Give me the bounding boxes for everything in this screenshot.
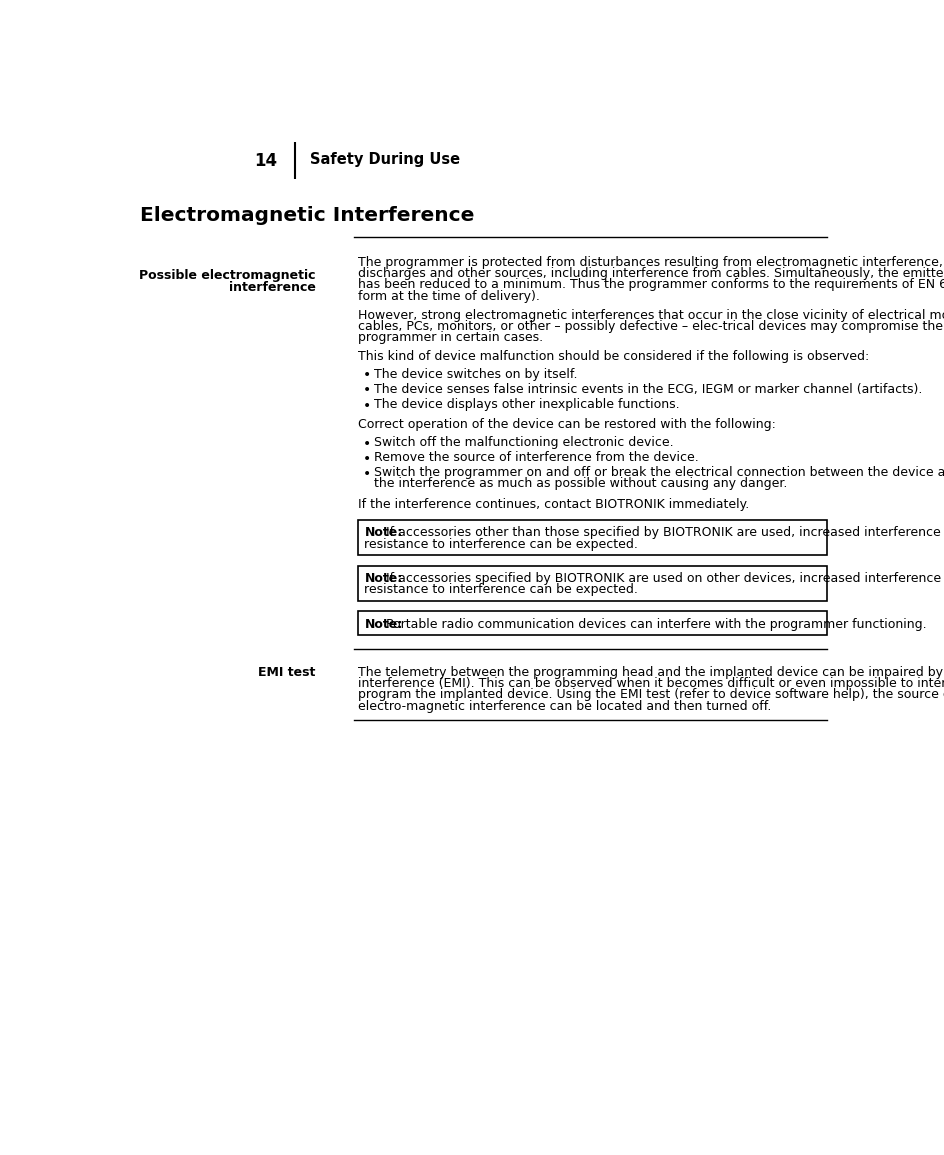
Text: 14: 14 (254, 152, 277, 171)
Text: Note:: Note: (364, 527, 403, 539)
Text: Possible electromagnetic: Possible electromagnetic (139, 269, 315, 283)
Text: •: • (362, 383, 371, 397)
Text: If accessories specified by BIOTRONIK are used on other devices, increased inter: If accessories specified by BIOTRONIK ar… (385, 572, 944, 584)
Text: cables, PCs, monitors, or other – possibly defective – elec-trical devices may c: cables, PCs, monitors, or other – possib… (359, 320, 944, 333)
FancyBboxPatch shape (359, 520, 827, 554)
Text: If the interference continues, contact BIOTRONIK immediately.: If the interference continues, contact B… (359, 498, 750, 511)
Text: •: • (362, 368, 371, 382)
Text: Note:: Note: (364, 572, 403, 584)
Text: interference: interference (228, 281, 315, 293)
Text: Correct operation of the device can be restored with the following:: Correct operation of the device can be r… (359, 418, 776, 432)
Text: Remove the source of interference from the device.: Remove the source of interference from t… (374, 450, 699, 464)
Text: Safety During Use: Safety During Use (311, 152, 461, 167)
Text: •: • (362, 452, 371, 465)
Text: program the implanted device. Using the EMI test (refer to device software help): program the implanted device. Using the … (359, 688, 944, 701)
Text: discharges and other sources, including interference from cables. Simultaneously: discharges and other sources, including … (359, 267, 944, 280)
Text: EMI test: EMI test (259, 665, 315, 679)
Text: programmer in certain cases.: programmer in certain cases. (359, 331, 544, 344)
Text: The device displays other inexplicable functions.: The device displays other inexplicable f… (374, 397, 680, 411)
Text: •: • (362, 467, 371, 480)
FancyBboxPatch shape (359, 611, 827, 635)
Text: Portable radio communication devices can interfere with the programmer functioni: Portable radio communication devices can… (385, 618, 926, 631)
Text: If accessories other than those specified by BIOTRONIK are used, increased inter: If accessories other than those specifie… (385, 527, 944, 539)
Text: The programmer is protected from disturbances resulting from electromagnetic int: The programmer is protected from disturb… (359, 255, 944, 269)
Text: interference (EMI). This can be observed when it becomes difficult or even impos: interference (EMI). This can be observed… (359, 677, 944, 691)
Text: form at the time of delivery).: form at the time of delivery). (359, 290, 540, 303)
Text: Switch the programmer on and off or break the electrical connection between the : Switch the programmer on and off or brea… (374, 467, 944, 479)
Text: The device switches on by itself.: The device switches on by itself. (374, 367, 577, 380)
Text: •: • (362, 437, 371, 450)
FancyBboxPatch shape (359, 566, 827, 601)
Text: This kind of device malfunction should be considered if the following is observe: This kind of device malfunction should b… (359, 350, 869, 363)
Text: has been reduced to a minimum. Thus the programmer conforms to the requirements : has been reduced to a minimum. Thus the … (359, 278, 944, 291)
Text: Note:: Note: (364, 618, 403, 631)
Text: The telemetry between the programming head and the implanted device can be impai: The telemetry between the programming he… (359, 665, 944, 679)
Text: However, strong electromagnetic interferences that occur in the close vicinity o: However, strong electromagnetic interfer… (359, 308, 944, 321)
Text: the interference as much as possible without causing any danger.: the interference as much as possible wit… (374, 477, 787, 491)
Text: •: • (362, 398, 371, 412)
Text: Switch off the malfunctioning electronic device.: Switch off the malfunctioning electronic… (374, 435, 673, 449)
Text: The device senses false intrinsic events in the ECG, IEGM or marker channel (art: The device senses false intrinsic events… (374, 382, 922, 396)
Text: resistance to interference can be expected.: resistance to interference can be expect… (364, 583, 638, 596)
Text: Electromagnetic Interference: Electromagnetic Interference (140, 207, 474, 225)
Text: resistance to interference can be expected.: resistance to interference can be expect… (364, 537, 638, 551)
Text: electro-magnetic interference can be located and then turned off.: electro-magnetic interference can be loc… (359, 700, 771, 713)
